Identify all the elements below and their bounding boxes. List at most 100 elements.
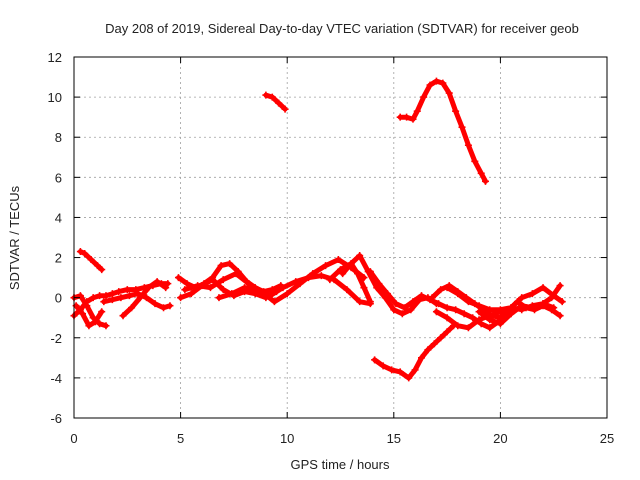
data-point — [292, 278, 300, 286]
series-arc-3 — [72, 302, 106, 330]
data-point — [151, 300, 159, 308]
data-point — [91, 318, 99, 326]
data-point — [443, 304, 451, 312]
data-point — [518, 302, 526, 310]
data-point — [356, 252, 364, 260]
data-point — [437, 286, 445, 294]
data-point — [486, 324, 494, 332]
data-point — [452, 306, 460, 314]
y-tick-label: -6 — [50, 411, 62, 426]
data-point — [209, 276, 217, 284]
data-point — [435, 300, 443, 308]
data-point — [87, 256, 95, 264]
data-point — [411, 366, 419, 374]
data-point — [383, 290, 391, 298]
series-arc-16 — [396, 77, 489, 185]
data-point — [556, 312, 564, 320]
data-point — [96, 292, 104, 300]
series-line — [120, 279, 169, 319]
series-arc-4 — [76, 248, 106, 274]
series-line — [327, 261, 373, 305]
data-point — [418, 354, 426, 362]
data-point — [253, 286, 261, 294]
data-point — [388, 366, 396, 374]
data-point — [460, 310, 468, 318]
series-arc-15 — [371, 322, 457, 382]
data-point — [226, 260, 234, 268]
data-point — [125, 292, 133, 300]
data-point — [366, 268, 374, 276]
data-point — [486, 316, 494, 324]
data-point — [426, 81, 434, 89]
data-point — [347, 260, 355, 268]
data-point — [390, 306, 398, 314]
data-point — [145, 284, 153, 292]
data-point — [283, 290, 291, 298]
data-point — [268, 93, 276, 101]
data-point — [85, 322, 93, 330]
data-point — [439, 79, 447, 87]
data-point — [322, 262, 330, 270]
y-tick-label: 10 — [48, 90, 62, 105]
data-point — [469, 314, 477, 322]
data-point — [400, 304, 408, 312]
data-point — [371, 356, 379, 364]
data-point — [486, 306, 494, 314]
data-point — [356, 298, 364, 306]
y-tick-label: 12 — [48, 50, 62, 65]
data-point — [407, 306, 415, 314]
data-point — [428, 294, 436, 302]
data-point — [420, 93, 428, 101]
data-point — [464, 324, 472, 332]
data-point — [360, 284, 368, 292]
data-point — [275, 99, 283, 107]
data-point — [496, 314, 504, 322]
data-point — [481, 177, 489, 185]
data-point — [507, 310, 515, 318]
data-point — [76, 248, 84, 256]
data-point — [445, 89, 453, 97]
plot-frame — [73, 56, 608, 419]
data-point — [424, 346, 432, 354]
data-point — [219, 276, 227, 284]
data-point — [217, 262, 225, 270]
data-point — [477, 169, 485, 177]
y-tick-label: -4 — [50, 371, 62, 386]
data-point — [81, 250, 89, 258]
data-point — [93, 262, 101, 270]
series-arc-10 — [215, 272, 374, 308]
x-tick-label: 5 — [177, 431, 184, 446]
data-point — [108, 290, 116, 298]
data-point — [162, 284, 170, 292]
axis-ticks: 0 5 10 15 20 25 -6 -4 -2 0 2 4 6 8 10 12 — [48, 50, 615, 446]
y-tick-label: 6 — [55, 170, 62, 185]
data-point — [89, 294, 97, 302]
data-point — [177, 294, 185, 302]
data-point — [528, 304, 536, 312]
data-point — [496, 320, 504, 328]
data-point — [375, 280, 383, 288]
gridlines — [74, 57, 607, 418]
y-tick-label: 2 — [55, 251, 62, 266]
data-point — [305, 274, 313, 282]
data-point — [153, 278, 161, 286]
data-point — [194, 282, 202, 290]
data-point — [98, 266, 106, 274]
data-point — [334, 256, 342, 264]
data-point — [98, 308, 106, 316]
data-point — [413, 107, 421, 115]
data-point — [403, 113, 411, 121]
series-arc-6 — [119, 278, 170, 320]
data-point — [437, 334, 445, 342]
data-point — [458, 123, 466, 131]
data-point — [279, 284, 287, 292]
data-point — [464, 141, 472, 149]
data-point — [454, 290, 462, 298]
data-point — [507, 304, 515, 312]
data-point — [241, 284, 249, 292]
x-tick-label: 25 — [600, 431, 614, 446]
data-point — [102, 322, 110, 330]
data-point — [396, 113, 404, 121]
data-point — [123, 286, 131, 294]
